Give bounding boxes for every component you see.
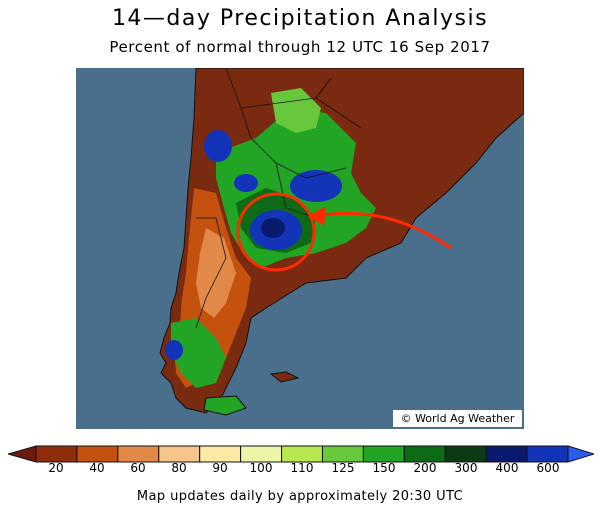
legend-swatch [485,445,528,463]
wet-blue-east [290,170,342,202]
legend-tick-label: 600 [536,461,560,475]
map-title: 14—day Precipitation Analysis [111,6,489,31]
legend-swatch [76,445,119,463]
legend-swatch [526,445,569,463]
highlight-arrow-head [308,206,326,226]
legend-tick-label: 400 [495,461,519,475]
wet-blue-north [204,130,232,162]
legend-swatch [158,445,201,463]
legend-tick-label: 20 [48,461,64,475]
dry-light-orange [196,228,236,318]
legend-swatch [35,445,78,463]
legend-tick-label: 110 [290,461,314,475]
update-note: Map updates daily by approximately 20:30… [136,489,464,504]
legend-swatch [362,445,405,463]
wet-navy-circled [261,218,285,238]
legend-colorbar [8,445,594,463]
legend-tick-label: 200 [413,461,437,475]
legend-swatch [403,445,446,463]
legend-tick-label: 125 [331,461,355,475]
legend-right-triangle [567,445,594,463]
falkland-islands [269,371,300,383]
tierra-del-fuego [203,395,247,416]
legend-swatch [117,445,160,463]
legend-swatch [444,445,487,463]
legend-left-triangle [8,445,37,463]
country-borders [195,68,362,329]
legend-swatch [281,445,323,463]
legend-tick-label: 300 [454,461,478,475]
legend-tick-label: 150 [372,461,396,475]
south-green-pocket [171,318,226,388]
legend-swatch [240,445,283,463]
legend-tick-label: 100 [249,461,273,475]
legend-tick-label: 40 [89,461,105,475]
map-credit: © World Ag Weather [393,410,522,427]
wet-blue-center [234,174,258,192]
south-blue-pocket [165,340,183,360]
precipitation-map [76,68,524,429]
legend-swatch [321,445,364,463]
highlight-circle [236,192,316,272]
highlight-arrow-shaft [315,211,452,250]
legend-tick-label: 80 [171,461,187,475]
legend-tick-label: 60 [130,461,146,475]
legend-swatch [199,445,242,463]
legend-tick-label: 90 [212,461,228,475]
map-subtitle: Percent of normal through 12 UTC 16 Sep … [109,38,491,56]
